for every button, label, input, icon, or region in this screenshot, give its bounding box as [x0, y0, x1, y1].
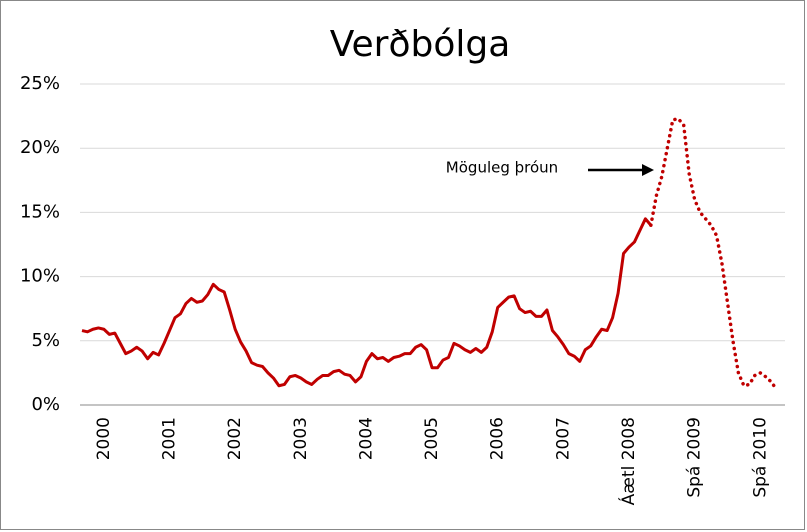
annotation: Möguleg þróun [446, 159, 558, 177]
x-tick-label: 2006 [488, 417, 508, 460]
series-line [649, 116, 779, 392]
annotation-arrowhead [642, 164, 654, 176]
x-tick-label: 2001 [160, 417, 180, 460]
x-tick-label: Spá 2010 [750, 417, 770, 498]
x-tick-label: 2007 [553, 417, 573, 460]
x-tick-label: 2005 [422, 417, 442, 460]
x-tick-label: Spá 2009 [685, 417, 705, 498]
y-tick-label: 15% [20, 201, 60, 222]
y-tick-label: 5% [31, 330, 60, 351]
x-tick-label: Áætl 2008 [617, 417, 639, 505]
x-tick-label: 2003 [291, 417, 311, 460]
y-tick-label: 25% [20, 73, 60, 94]
x-tick-label: 2002 [225, 417, 245, 460]
x-tick-label: 2004 [356, 417, 376, 460]
x-tick-label: 2000 [94, 417, 114, 460]
y-tick-label: 0% [31, 394, 60, 415]
y-tick-label: 10% [20, 266, 60, 287]
series-line [81, 217, 653, 388]
y-tick-label: 20% [20, 137, 60, 158]
chart-title: Verðbólga [330, 24, 511, 65]
